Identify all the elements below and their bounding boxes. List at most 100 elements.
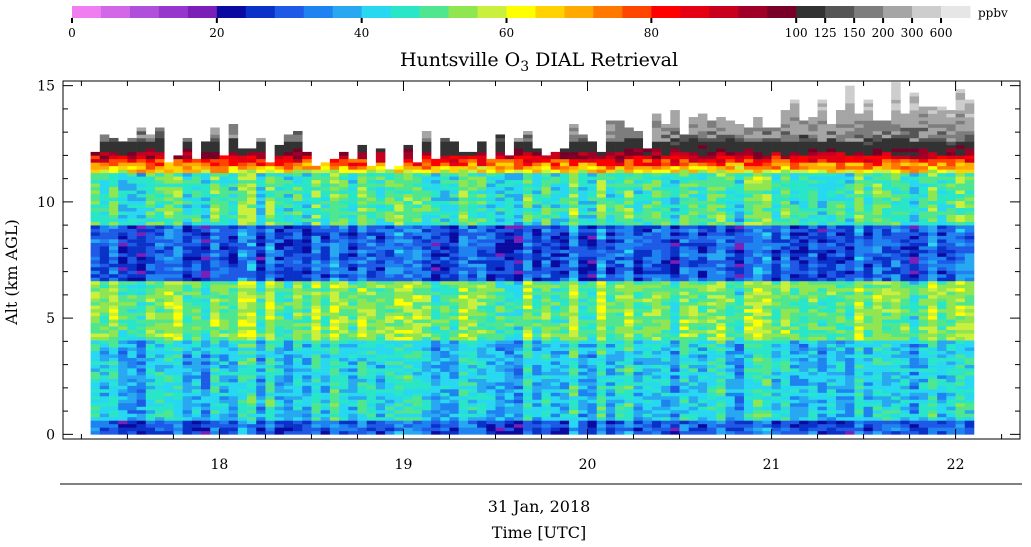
heatmap-cell [605, 413, 616, 418]
heatmap-cell [467, 197, 478, 202]
heatmap-cell [624, 280, 634, 285]
heatmap-cell [348, 375, 358, 379]
heatmap-cell [219, 385, 229, 390]
heatmap-cell [587, 364, 598, 369]
heatmap-cell [412, 420, 423, 425]
heatmap-cell [467, 357, 478, 362]
heatmap-cell [329, 357, 340, 362]
heatmap-cell [339, 270, 349, 275]
heatmap-cell [136, 127, 147, 132]
heatmap-cell [578, 395, 588, 400]
heatmap-cell [440, 395, 450, 400]
heatmap-cell [164, 197, 174, 202]
heatmap-cell [541, 382, 552, 386]
heatmap-cell [596, 270, 607, 275]
heatmap-cell [311, 169, 321, 174]
heatmap-cell [237, 162, 248, 167]
heatmap-cell [256, 336, 266, 341]
heatmap-cell [155, 378, 165, 383]
heatmap-cell [256, 361, 266, 365]
heatmap-cell [210, 423, 220, 428]
heatmap-cell [339, 242, 349, 247]
heatmap-cell [182, 287, 193, 292]
heatmap-cell [201, 395, 211, 400]
heatmap-cell [320, 253, 331, 257]
heatmap-cell [136, 368, 147, 372]
heatmap-cell [339, 214, 349, 219]
heatmap-cell [329, 420, 340, 425]
heatmap-cell [357, 319, 367, 324]
heatmap-cell [155, 235, 165, 240]
heatmap-cell [596, 336, 607, 341]
heatmap-cell [504, 399, 515, 404]
heatmap-cell [458, 183, 469, 188]
heatmap-cell [513, 378, 524, 383]
heatmap-cell [283, 162, 294, 167]
heatmap-cell [587, 235, 598, 240]
heatmap-cell [339, 406, 349, 411]
heatmap-cell [532, 270, 542, 275]
heatmap-cell [624, 427, 634, 432]
heatmap-cell [173, 347, 183, 351]
heatmap-cell [265, 392, 275, 397]
heatmap-cell [421, 420, 432, 425]
heatmap-cell [173, 329, 183, 334]
heatmap-cell [403, 144, 413, 149]
heatmap-cell [228, 427, 239, 432]
heatmap-cell [624, 385, 634, 390]
heatmap-cell [182, 190, 193, 195]
heatmap-cell [283, 308, 294, 313]
heatmap-cell [320, 395, 331, 400]
heatmap-cell [431, 172, 441, 177]
heatmap-cell [615, 277, 625, 282]
heatmap-cell [495, 256, 505, 261]
heatmap-cell [109, 211, 119, 215]
heatmap-cell [256, 239, 266, 243]
heatmap-cell [385, 179, 395, 184]
heatmap-cell [127, 270, 137, 275]
heatmap-cell [541, 357, 552, 362]
heatmap-cell [228, 364, 239, 369]
heatmap-cell [366, 207, 377, 212]
heatmap-cell [467, 371, 478, 376]
heatmap-cell [357, 172, 367, 177]
heatmap-cell [348, 246, 358, 250]
heatmap-cell [320, 270, 331, 275]
heatmap-cell [348, 176, 358, 181]
heatmap-cell [256, 413, 266, 418]
heatmap-cell [274, 361, 285, 365]
heatmap-cell [412, 260, 423, 264]
heatmap-cell [99, 141, 110, 146]
heatmap-cell [431, 312, 441, 317]
heatmap-cell [569, 172, 579, 177]
heatmap-cell [145, 218, 156, 222]
heatmap-cell [99, 211, 110, 215]
heatmap-cell [173, 308, 183, 313]
heatmap-cell [182, 253, 193, 257]
heatmap-cell [127, 423, 137, 428]
heatmap-cell [274, 333, 285, 338]
heatmap-cell [293, 151, 303, 156]
heatmap-cell [366, 402, 377, 407]
heatmap-cell [569, 165, 579, 170]
heatmap-cell [228, 260, 239, 264]
heatmap-cell [541, 406, 552, 411]
heatmap-cell [596, 350, 607, 355]
heatmap-cell [118, 305, 128, 310]
heatmap-cell [467, 158, 478, 163]
heatmap-cell [605, 239, 616, 243]
heatmap-cell [440, 144, 450, 149]
heatmap-cell [523, 155, 533, 160]
heatmap-cell [596, 280, 607, 285]
heatmap-cell [302, 294, 312, 299]
heatmap-cell [467, 409, 478, 414]
heatmap-cell [265, 333, 275, 338]
heatmap-cell [578, 186, 588, 191]
heatmap-cell [440, 291, 450, 296]
heatmap-cell [210, 402, 220, 407]
heatmap-cell [283, 392, 294, 397]
heatmap-cell [458, 151, 469, 156]
heatmap-cell [394, 232, 404, 236]
heatmap-cell [99, 246, 110, 250]
heatmap-cell [532, 169, 542, 174]
